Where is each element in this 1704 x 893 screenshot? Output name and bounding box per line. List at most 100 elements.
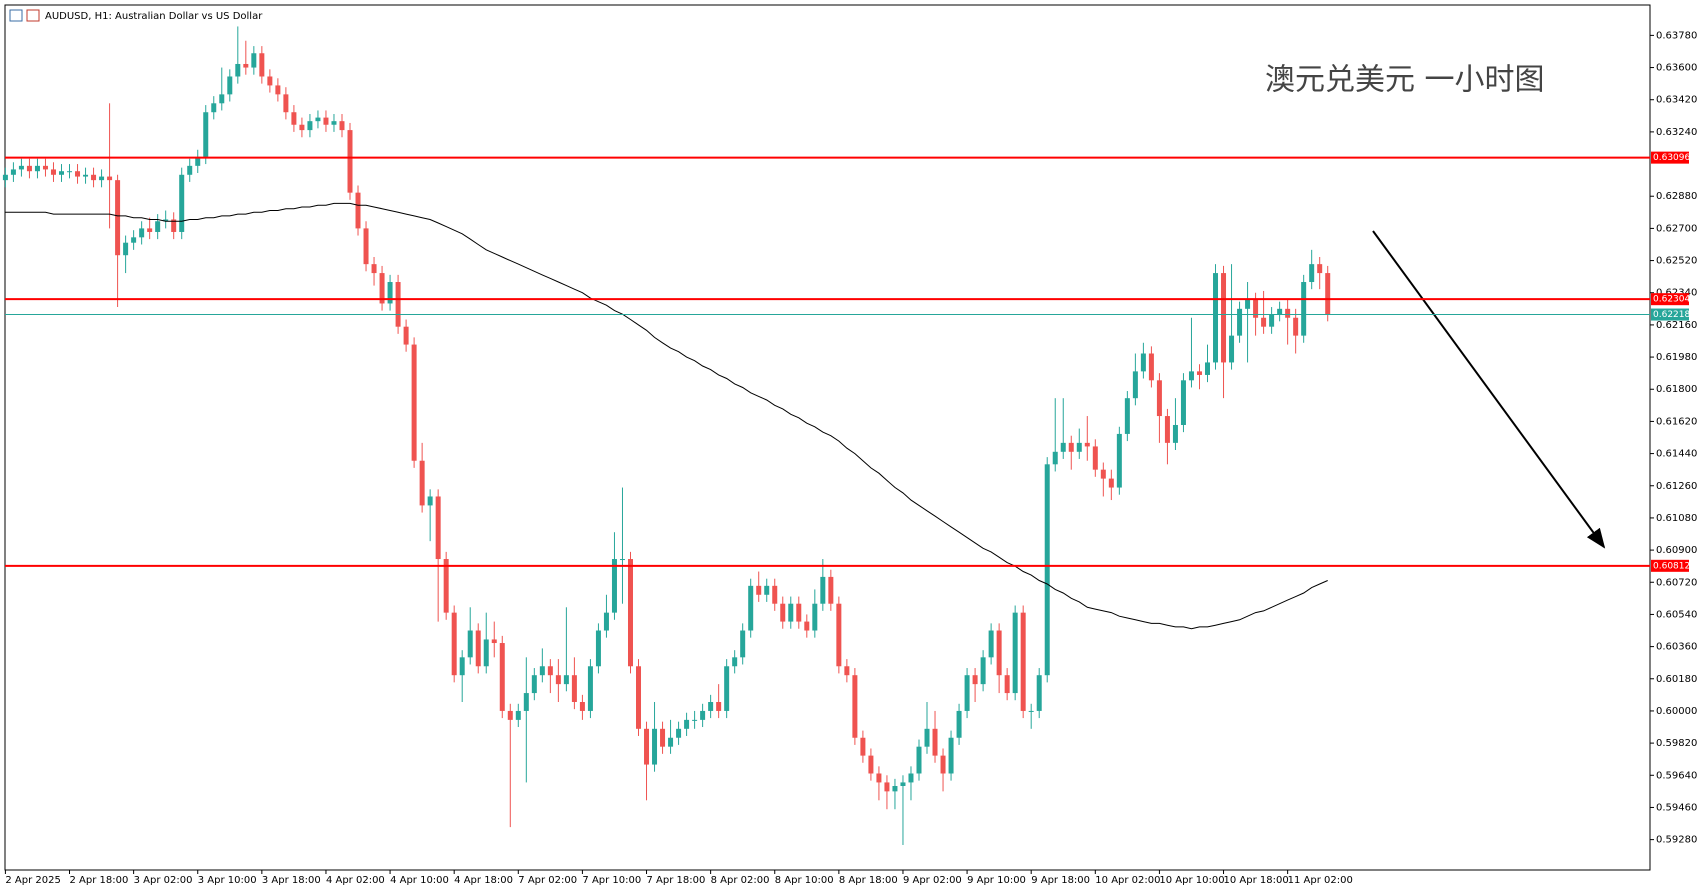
candle-body <box>676 728 682 738</box>
y-tick-label: 0.61800 <box>1656 384 1697 395</box>
candle-body <box>636 666 642 729</box>
candle-body <box>1044 464 1050 676</box>
candle-body <box>708 702 714 711</box>
candle-body <box>900 782 906 787</box>
candle-body <box>988 630 994 658</box>
candle-body <box>115 180 121 256</box>
candle-body <box>956 710 962 738</box>
candle-body <box>772 585 778 604</box>
candle-body <box>50 169 56 175</box>
level-label-box <box>1651 293 1689 306</box>
candle-body <box>1301 282 1307 336</box>
candle-body <box>163 219 169 222</box>
candle-body <box>531 675 537 694</box>
candle-body <box>700 710 706 720</box>
candle-body <box>547 666 553 676</box>
candle-body <box>1237 308 1243 336</box>
candle-body <box>884 782 890 792</box>
candle-body <box>515 710 521 720</box>
candle-body <box>1269 314 1275 327</box>
y-tick-label: 0.60540 <box>1656 609 1697 620</box>
candle-body <box>467 630 473 658</box>
candle-body <box>1116 433 1122 488</box>
candle-body <box>523 693 529 711</box>
candle-body <box>131 237 137 243</box>
candle-body <box>339 121 345 131</box>
candle-body <box>828 576 834 604</box>
candle-body <box>34 165 40 172</box>
level-label: 0.62218 <box>1653 310 1690 320</box>
y-tick-label: 0.60900 <box>1656 545 1697 556</box>
candle-body <box>852 675 858 738</box>
candle-body <box>75 171 81 177</box>
candle-body <box>123 242 129 256</box>
candle-body <box>916 746 922 774</box>
candle-body <box>964 675 970 711</box>
candle-body <box>868 755 874 774</box>
x-tick-label: 10 Apr 10:00 <box>1159 875 1224 886</box>
candle-body <box>1060 442 1066 452</box>
x-tick-label: 4 Apr 02:00 <box>326 875 385 886</box>
y-tick-label: 0.59280 <box>1656 835 1697 846</box>
candle-body <box>684 719 690 729</box>
candle-body <box>211 103 217 113</box>
candle-body <box>459 657 465 676</box>
candle-body <box>804 621 810 631</box>
candle-body <box>18 165 24 170</box>
candle-body <box>171 219 177 232</box>
candle-body <box>99 176 105 181</box>
candle-body <box>1076 442 1082 452</box>
candle-body <box>1229 335 1235 363</box>
candle-body <box>587 666 593 711</box>
level-label: 0.60812 <box>1653 561 1690 571</box>
x-tick-label: 3 Apr 18:00 <box>262 875 321 886</box>
candle-body <box>1205 362 1210 375</box>
candle-body <box>275 85 281 95</box>
x-tick-label: 8 Apr 10:00 <box>775 875 834 886</box>
candle-body <box>692 719 698 721</box>
x-tick-label: 10 Apr 02:00 <box>1095 875 1160 886</box>
candle-body <box>972 675 978 685</box>
candle-body <box>91 174 97 181</box>
candle-body <box>571 675 577 703</box>
candle-body <box>1148 353 1154 381</box>
candle-body <box>652 728 658 765</box>
candles <box>2 26 1331 845</box>
x-tick-label: 9 Apr 18:00 <box>1031 875 1090 886</box>
candle-body <box>147 228 153 232</box>
candle-body <box>844 666 850 676</box>
candle-body <box>1004 675 1010 694</box>
y-tick-label: 0.62520 <box>1656 256 1697 267</box>
candle-body <box>1188 371 1194 381</box>
y-tick-label: 0.63420 <box>1656 95 1697 106</box>
candle-body <box>1196 371 1202 375</box>
candle-body <box>331 121 337 125</box>
candle-body <box>363 228 369 265</box>
x-tick-label: 2 Apr 2025 <box>5 875 60 886</box>
candle-body <box>1213 273 1219 363</box>
candle-body <box>579 702 585 711</box>
candle-body <box>1132 371 1138 399</box>
candle-body <box>876 773 882 783</box>
candle-body <box>940 755 946 774</box>
candle-body <box>1020 612 1026 711</box>
candle-body <box>435 496 441 560</box>
candle-body <box>251 53 257 68</box>
candle-body <box>26 165 32 172</box>
x-tick-label: 10 Apr 18:00 <box>1224 875 1289 886</box>
candle-body <box>812 603 818 631</box>
y-tick-label: 0.59820 <box>1656 738 1697 749</box>
candle-body <box>756 585 762 595</box>
candle-body <box>1028 710 1034 712</box>
y-tick-label: 0.62700 <box>1656 223 1697 234</box>
candle-body <box>507 710 513 720</box>
candle-body <box>235 63 241 77</box>
candle-body <box>267 76 273 86</box>
candle-body <box>716 702 722 711</box>
candle-body <box>748 585 754 631</box>
candle-body <box>836 603 842 667</box>
y-tick-label: 0.59460 <box>1656 802 1697 813</box>
y-tick-label: 0.60720 <box>1656 577 1697 588</box>
y-tick-label: 0.61440 <box>1656 449 1697 460</box>
